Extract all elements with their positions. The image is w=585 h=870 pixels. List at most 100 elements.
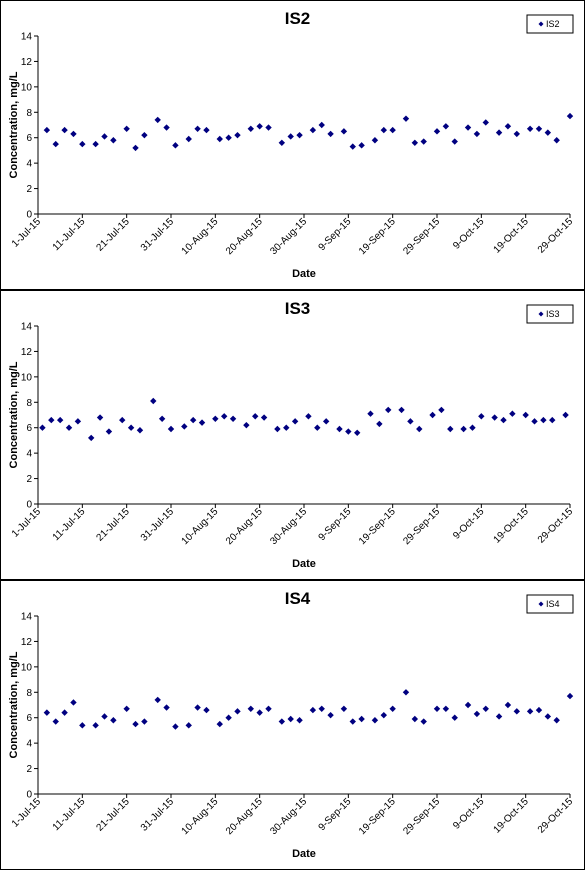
y-tick-label: 12	[21, 347, 33, 358]
data-point	[243, 421, 250, 429]
y-tick-label: 14	[21, 322, 33, 333]
data-point	[429, 411, 436, 419]
data-point	[531, 418, 538, 425]
data-point	[407, 418, 414, 425]
data-point	[553, 137, 560, 144]
data-point	[101, 713, 108, 720]
data-point	[198, 419, 206, 426]
data-point	[181, 423, 188, 430]
data-point	[433, 128, 441, 135]
data-point	[167, 425, 175, 433]
data-point	[265, 705, 272, 713]
data-point	[101, 133, 108, 140]
data-point	[522, 411, 529, 419]
y-tick-label: 6	[26, 133, 32, 144]
legend: IS3	[526, 304, 574, 324]
chart-panel-is2: IS2 Concentration, mg/L Date 0 2 4 6 8 10 12 14 1-J…	[0, 0, 585, 290]
data-point	[52, 140, 59, 148]
data-point	[65, 424, 73, 431]
data-point	[43, 126, 51, 134]
legend-marker	[538, 601, 544, 607]
data-point	[256, 123, 263, 130]
data-point	[314, 424, 321, 431]
data-point	[287, 715, 294, 723]
data-point	[371, 137, 379, 144]
data-point	[402, 115, 410, 122]
data-point	[260, 414, 268, 421]
data-point	[495, 129, 503, 136]
y-tick-label: 2	[26, 474, 32, 485]
data-point	[504, 123, 512, 130]
data-point	[526, 708, 534, 715]
data-point	[79, 140, 86, 148]
data-point	[185, 135, 192, 143]
data-point	[39, 424, 46, 431]
data-point	[225, 134, 232, 141]
data-point	[185, 722, 192, 729]
y-tick-label: 14	[21, 612, 33, 623]
data-point	[482, 119, 489, 126]
y-tick-label: 2	[26, 184, 32, 195]
data-point	[70, 130, 77, 138]
data-point	[553, 717, 560, 724]
data-point	[380, 126, 387, 134]
legend: IS2	[526, 14, 574, 34]
data-point	[221, 413, 228, 420]
data-point	[283, 424, 290, 431]
data-point	[411, 715, 419, 723]
y-axis-label: Concentration, mg/L	[8, 71, 20, 178]
data-point	[132, 720, 139, 728]
y-tick-label: 10	[21, 662, 33, 673]
data-point	[203, 126, 210, 134]
chart-panel-is4: IS4 Concentration, mg/L Date 0 2 4 6 8 10 12 14 1-J…	[0, 580, 585, 870]
data-point	[309, 126, 317, 134]
data-point	[154, 116, 161, 124]
data-point	[340, 128, 348, 135]
y-tick-label: 4	[26, 159, 32, 170]
data-point	[526, 125, 534, 133]
data-point	[416, 425, 423, 433]
data-point	[513, 130, 520, 138]
data-point	[566, 112, 574, 120]
data-point	[442, 123, 450, 130]
chart-title: IS3	[285, 299, 311, 318]
data-point	[265, 124, 272, 131]
y-tick-label: 2	[26, 764, 32, 775]
data-point	[216, 135, 223, 143]
legend-label: IS4	[546, 599, 560, 609]
data-point	[473, 130, 481, 138]
data-point	[127, 424, 135, 431]
data-point	[398, 406, 405, 414]
data-point	[322, 418, 330, 425]
data-point	[376, 420, 383, 428]
data-point	[150, 397, 157, 405]
data-point	[154, 696, 161, 704]
legend-label: IS3	[546, 309, 560, 319]
data-point	[305, 413, 312, 420]
data-point	[318, 121, 325, 129]
data-point	[411, 139, 419, 146]
data-point	[291, 418, 299, 425]
data-point	[451, 138, 458, 145]
data-point	[278, 139, 286, 146]
y-tick-label: 0	[26, 500, 32, 511]
data-point	[252, 413, 259, 420]
legend-marker	[538, 311, 544, 317]
y-tick-label: 6	[26, 713, 32, 724]
data-point	[229, 415, 237, 423]
data-point	[460, 425, 467, 433]
data-point	[287, 133, 294, 140]
data-point	[256, 709, 263, 716]
data-point	[234, 131, 241, 139]
data-point	[367, 410, 374, 417]
data-point	[504, 701, 512, 709]
y-axis-label: Concentration, mg/L	[8, 361, 20, 468]
y-tick-label: 4	[26, 449, 32, 460]
y-tick-label: 4	[26, 739, 32, 750]
legend-marker	[538, 21, 544, 27]
y-tick-label: 0	[26, 790, 32, 801]
chart-title: IS4	[285, 589, 311, 608]
